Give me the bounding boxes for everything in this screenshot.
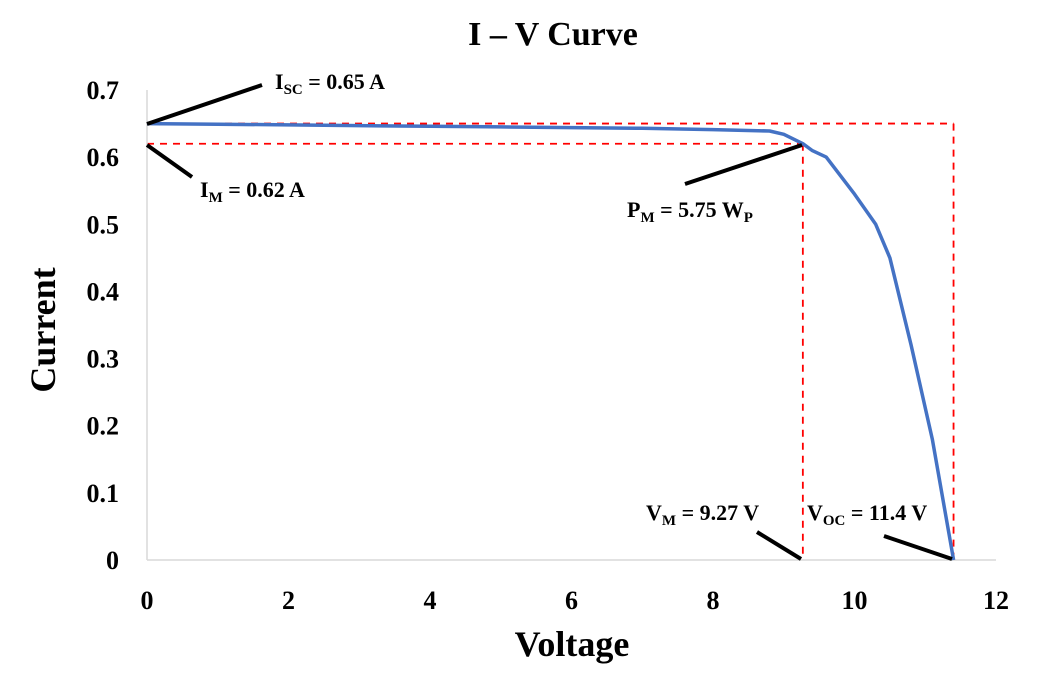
y-tick-label: 0.3 — [87, 345, 120, 374]
annotation-leaders — [145, 83, 953, 561]
y-tick-label: 0.1 — [87, 479, 120, 508]
vm-leader — [755, 530, 803, 561]
pm-leader — [684, 143, 803, 186]
y-tick-label: 0.7 — [87, 76, 120, 105]
voc-label: VOC = 11.4 V — [807, 500, 927, 529]
iv-curve-line — [146, 121, 956, 561]
im-label: IM = 0.62 A — [200, 177, 305, 206]
pm-label: PM = 5.75 WP — [627, 197, 753, 226]
vm-label: VM = 9.27 V — [646, 500, 759, 529]
y-tick-label: 0.2 — [87, 412, 120, 441]
im-leader — [145, 143, 194, 179]
y-axis-title: Current — [23, 267, 63, 392]
y-tick-label: 0.4 — [87, 277, 120, 306]
axes — [146, 90, 996, 561]
tick-labels: 0 2 4 6 8 10 12 0 0.1 0.2 0.3 0.4 0.5 0.6 0.7 — [87, 76, 1010, 615]
x-tick-label: 0 — [141, 586, 154, 615]
y-tick-label: 0 — [106, 546, 119, 575]
x-tick-label: 10 — [842, 586, 868, 615]
x-tick-label: 4 — [424, 586, 437, 615]
y-tick-label: 0.5 — [87, 210, 120, 239]
series-group — [146, 121, 956, 561]
isc-label: ISC = 0.65 A — [275, 69, 385, 98]
x-tick-label: 8 — [707, 586, 720, 615]
x-axis-title: Voltage — [515, 624, 630, 664]
y-tick-label: 0.6 — [87, 143, 120, 172]
x-tick-label: 12 — [983, 586, 1009, 615]
isc-leader — [146, 83, 263, 126]
x-tick-label: 6 — [565, 586, 578, 615]
voc-leader — [883, 534, 953, 561]
x-tick-label: 2 — [282, 586, 295, 615]
chart-title: I – V Curve — [468, 16, 638, 53]
